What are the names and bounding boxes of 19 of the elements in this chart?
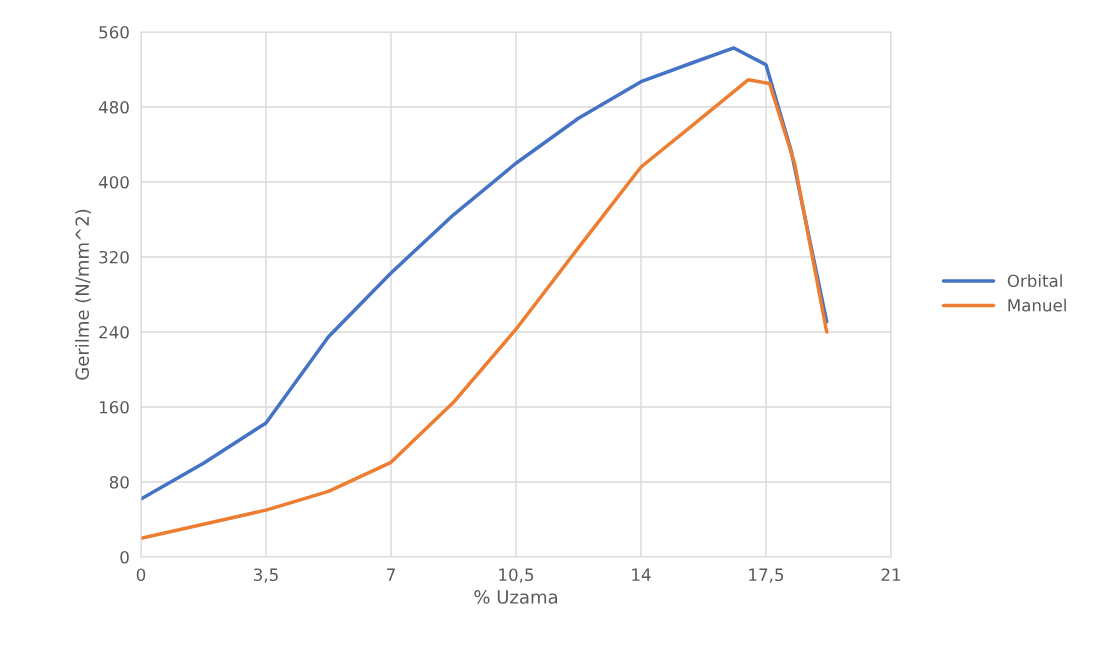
y-tick-label: 160 xyxy=(99,400,129,414)
x-axis-title: % Uzama xyxy=(474,590,558,604)
y-axis-title: Gerilme (N/mm^2) xyxy=(75,209,92,380)
legend-label: Orbital xyxy=(1007,274,1062,288)
y-tick-label: 320 xyxy=(99,250,129,264)
x-tick-label: 21 xyxy=(881,568,901,581)
y-tick-label: 480 xyxy=(98,100,129,114)
y-tick-label: 560 xyxy=(99,25,129,39)
x-tick-label: 7 xyxy=(387,568,395,581)
y-tick-label: 0 xyxy=(120,550,129,564)
y-tick-label: 240 xyxy=(99,325,129,339)
x-tick-label: 17,5 xyxy=(749,568,784,583)
x-tick-label: 14 xyxy=(632,568,651,581)
x-tick-label: 0 xyxy=(136,568,146,582)
x-tick-label: 3,5 xyxy=(254,568,278,583)
y-tick-label: 80 xyxy=(109,475,129,489)
x-tick-label: 10,5 xyxy=(499,568,534,583)
y-tick-label: 400 xyxy=(98,175,129,189)
legend-label: Manuel xyxy=(1008,298,1066,312)
